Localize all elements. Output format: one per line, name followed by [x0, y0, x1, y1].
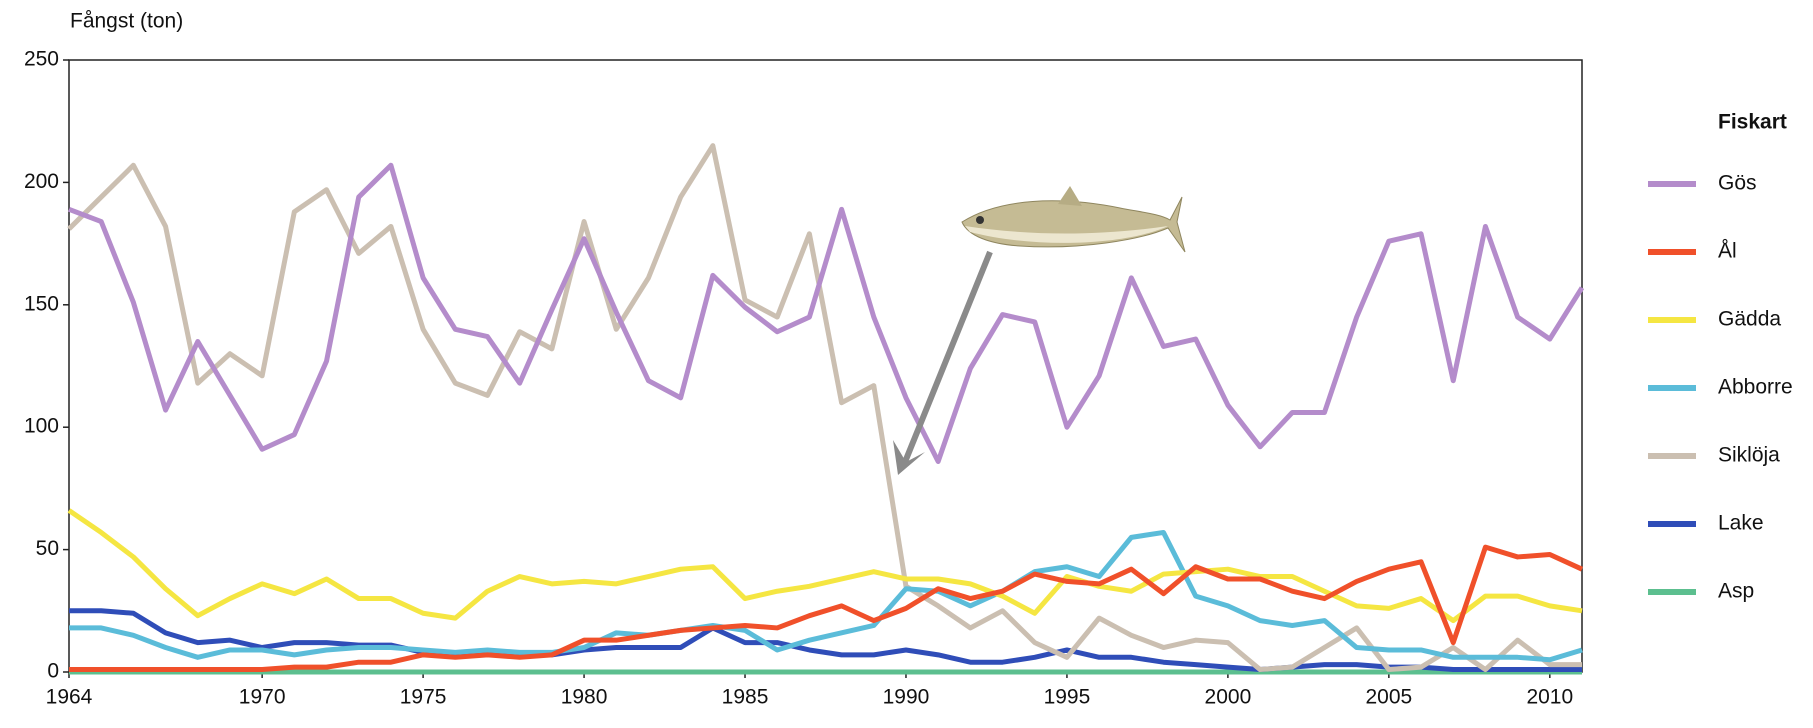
x-tick-label: 1985: [722, 686, 769, 709]
x-tick-label: 1975: [400, 686, 447, 709]
x-tick-label: 1964: [46, 686, 93, 709]
plot-area: 0 50 100 150 200 250 1964 1970 1975 1980 1985 1990 1…: [24, 48, 1585, 709]
series-line: [67, 508, 1583, 624]
y-tick-label: 0: [47, 660, 59, 683]
series-line: [67, 143, 1582, 673]
y-tick-label: 250: [24, 48, 59, 71]
fish-illustration: [893, 186, 1186, 475]
y-axis-label: Fångst (ton): [70, 10, 183, 33]
x-tick-label: 1980: [561, 686, 608, 709]
x-tick-label: 1990: [883, 686, 930, 709]
y-tick-label: 150: [24, 292, 59, 315]
legend-label: Gädda: [1718, 308, 1781, 331]
y-tick-label: 200: [24, 170, 59, 193]
legend-label: Siklöja: [1718, 444, 1780, 467]
y-tick-label: 100: [24, 415, 59, 438]
legend-label: Abborre: [1718, 376, 1793, 399]
series-line: [69, 529, 1583, 663]
y-tick-label: 50: [36, 537, 59, 560]
x-tick-label: 1970: [239, 686, 286, 709]
series-line: [69, 608, 1582, 673]
x-tick-label: 1995: [1044, 686, 1091, 709]
legend-label: Asp: [1718, 580, 1754, 603]
legend-label: Ål: [1718, 240, 1737, 263]
legend-title: Fiskart: [1718, 111, 1787, 134]
x-tick-label: 2010: [1526, 686, 1573, 709]
legend-label: Gös: [1718, 172, 1757, 195]
legend-label: Lake: [1718, 512, 1764, 535]
series-line: [68, 162, 1585, 464]
x-tick-label: 2005: [1365, 686, 1412, 709]
x-tick-label: 2000: [1205, 686, 1252, 709]
series-line: [69, 544, 1584, 673]
